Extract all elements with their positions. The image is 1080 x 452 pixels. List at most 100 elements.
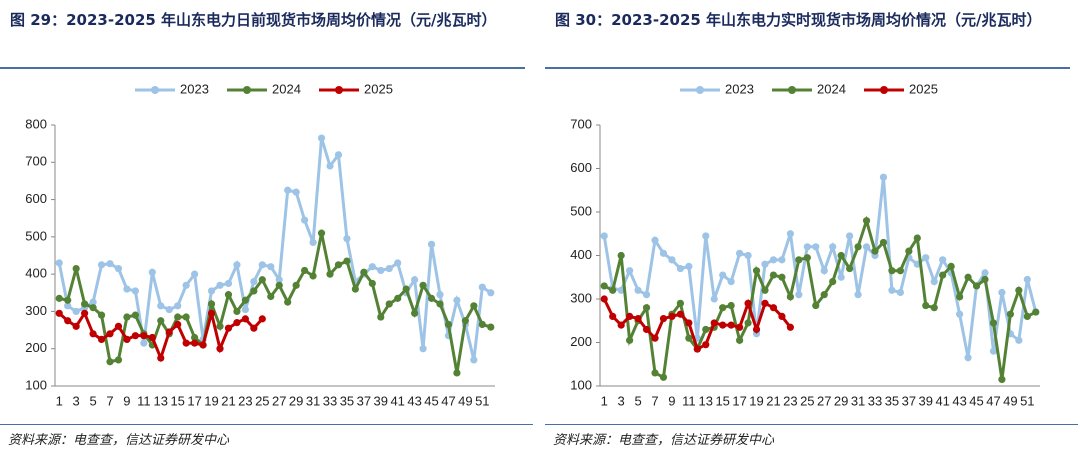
x-tick-label: 25: [800, 393, 814, 408]
legend-label: 2025: [364, 81, 393, 96]
legend-label: 2024: [272, 81, 301, 96]
point: [258, 315, 266, 323]
point: [123, 335, 131, 343]
x-tick-label: 45: [424, 393, 438, 408]
point: [981, 275, 989, 284]
point: [642, 291, 651, 299]
x-tick-label: 17: [187, 393, 201, 408]
y-tick-label: 400: [25, 266, 47, 281]
point: [769, 271, 778, 279]
point: [174, 302, 182, 310]
point: [165, 328, 173, 336]
x-tick-label: 1: [601, 393, 608, 408]
point: [131, 287, 139, 295]
point: [81, 300, 89, 308]
point: [123, 313, 131, 321]
point: [812, 301, 820, 310]
point: [114, 264, 123, 273]
point: [114, 322, 123, 330]
point: [930, 304, 938, 312]
point: [478, 320, 486, 329]
point: [207, 309, 216, 317]
point: [148, 333, 156, 342]
y-tick-label: 700: [25, 154, 47, 169]
point: [676, 299, 684, 307]
point: [411, 276, 419, 284]
x-tick-label: 11: [137, 393, 151, 408]
point: [778, 273, 786, 281]
point: [761, 260, 769, 268]
point: [896, 288, 904, 297]
point: [106, 330, 114, 338]
point: [72, 264, 80, 273]
point: [642, 304, 651, 312]
point: [752, 267, 761, 275]
point: [744, 319, 752, 327]
point: [744, 299, 752, 307]
point: [846, 232, 854, 240]
legend-marker: [243, 86, 251, 94]
chart-panel: 图 29：2023-2025 年山东电力日前现货市场周均价情况（元/兆瓦时） 资料…: [0, 0, 535, 452]
point: [626, 312, 634, 320]
x-tick-label: 33: [868, 393, 882, 408]
point: [846, 264, 854, 273]
point: [1032, 308, 1040, 316]
x-tick-label: 11: [682, 393, 696, 408]
point: [626, 267, 634, 275]
point: [862, 217, 871, 225]
point: [989, 319, 998, 327]
point: [1023, 312, 1031, 320]
x-tick-label: 23: [783, 393, 797, 408]
x-tick-label: 3: [73, 393, 80, 408]
point: [964, 354, 972, 362]
y-tick-label: 200: [25, 340, 47, 355]
point: [829, 243, 837, 251]
point: [55, 294, 63, 302]
x-tick-label: 35: [885, 393, 899, 408]
point: [216, 322, 224, 330]
x-tick-label: 19: [204, 393, 218, 408]
point: [402, 285, 410, 293]
point: [385, 264, 393, 273]
x-tick-label: 5: [634, 393, 641, 408]
point: [165, 305, 173, 314]
point: [258, 276, 266, 284]
series-line: [58, 232, 492, 374]
legend-label: 2025: [909, 81, 938, 96]
point: [487, 289, 495, 297]
point: [436, 291, 444, 299]
title-rule: [545, 67, 1070, 69]
point: [685, 319, 693, 327]
point: [427, 294, 436, 302]
point: [854, 291, 862, 299]
point: [72, 322, 80, 330]
point: [609, 286, 617, 294]
point: [394, 259, 402, 267]
point: [617, 321, 625, 329]
x-tick-label: 39: [919, 393, 933, 408]
x-tick-label: 3: [618, 393, 625, 408]
point: [148, 268, 156, 276]
point: [174, 313, 182, 321]
point: [157, 302, 165, 310]
series-line: [602, 177, 1038, 359]
point: [317, 229, 326, 237]
point: [769, 256, 778, 264]
point: [233, 261, 241, 269]
x-tick-label: 7: [106, 393, 113, 408]
point: [676, 310, 684, 318]
point: [972, 282, 981, 290]
point: [301, 266, 309, 275]
x-tick-label: 29: [834, 393, 848, 408]
chart-panel: 图 30：2023-2025 年山东电力实时现货市场周均价情况（元/兆瓦时） 资料…: [545, 0, 1080, 452]
x-tick-label: 29: [289, 393, 303, 408]
point: [854, 243, 862, 251]
point: [998, 375, 1006, 384]
chart-title: 图 29：2023-2025 年山东电力日前现货市场周均价情况（元/兆瓦时）: [10, 11, 497, 29]
point: [702, 325, 710, 334]
point: [626, 336, 634, 344]
x-tick-label: 13: [699, 393, 713, 408]
point: [803, 254, 811, 262]
point: [947, 262, 955, 270]
legend-marker: [151, 86, 159, 94]
